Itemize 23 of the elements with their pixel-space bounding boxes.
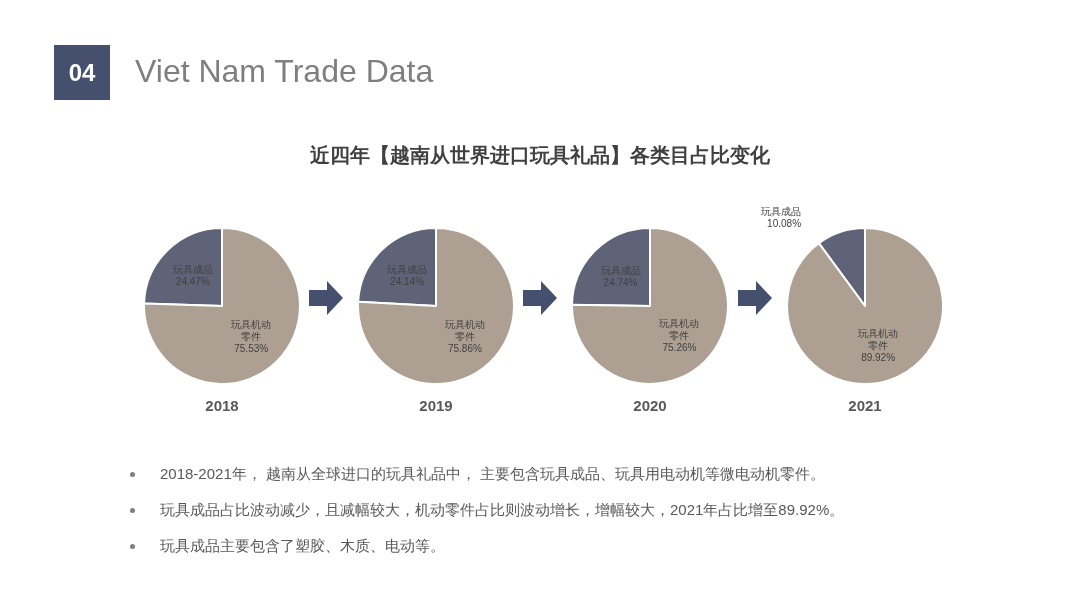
- data-label: 75.86%: [447, 342, 482, 354]
- text: 2020: [633, 397, 667, 414]
- text: 2018-2021年， 越南从全球进口的玩具礼品中， 主要包含玩具成品、玩具用电动机等微电动机零件。: [160, 464, 826, 484]
- slice-label: 玩具成品: [761, 206, 802, 218]
- data-label: 24.74%: [603, 276, 638, 288]
- text: 玩具成品主要包含了塑胶、木质、电动等。: [160, 536, 445, 556]
- text: 2021: [848, 397, 882, 414]
- data-label: 24.47%: [175, 276, 210, 288]
- text: 近四年【越南从世界进口玩具礼品】各类目占比变化: [309, 143, 771, 168]
- data-label: 89.92%: [861, 352, 896, 364]
- slice-label: 玩具机动零件: [231, 318, 272, 342]
- slice-label: 玩具机动零件: [858, 328, 899, 352]
- slice-label: 玩具机动零件: [659, 318, 700, 342]
- text: 2019: [419, 397, 453, 414]
- data-label: 10.08%: [767, 218, 802, 230]
- text: 2018: [205, 397, 239, 414]
- data-label: 75.26%: [662, 342, 697, 354]
- data-label: 75.53%: [234, 342, 269, 354]
- text: Viet Nam Trade Data: [135, 53, 434, 90]
- text: 04: [54, 45, 110, 100]
- data-label: 24.14%: [390, 276, 425, 288]
- text: 玩具成品占比波动减少，且减幅较大，机动零件占比则波动增长，增幅较大，2021年占比增至89.92%。: [160, 500, 845, 520]
- slice-label: 玩具机动零件: [444, 318, 485, 342]
